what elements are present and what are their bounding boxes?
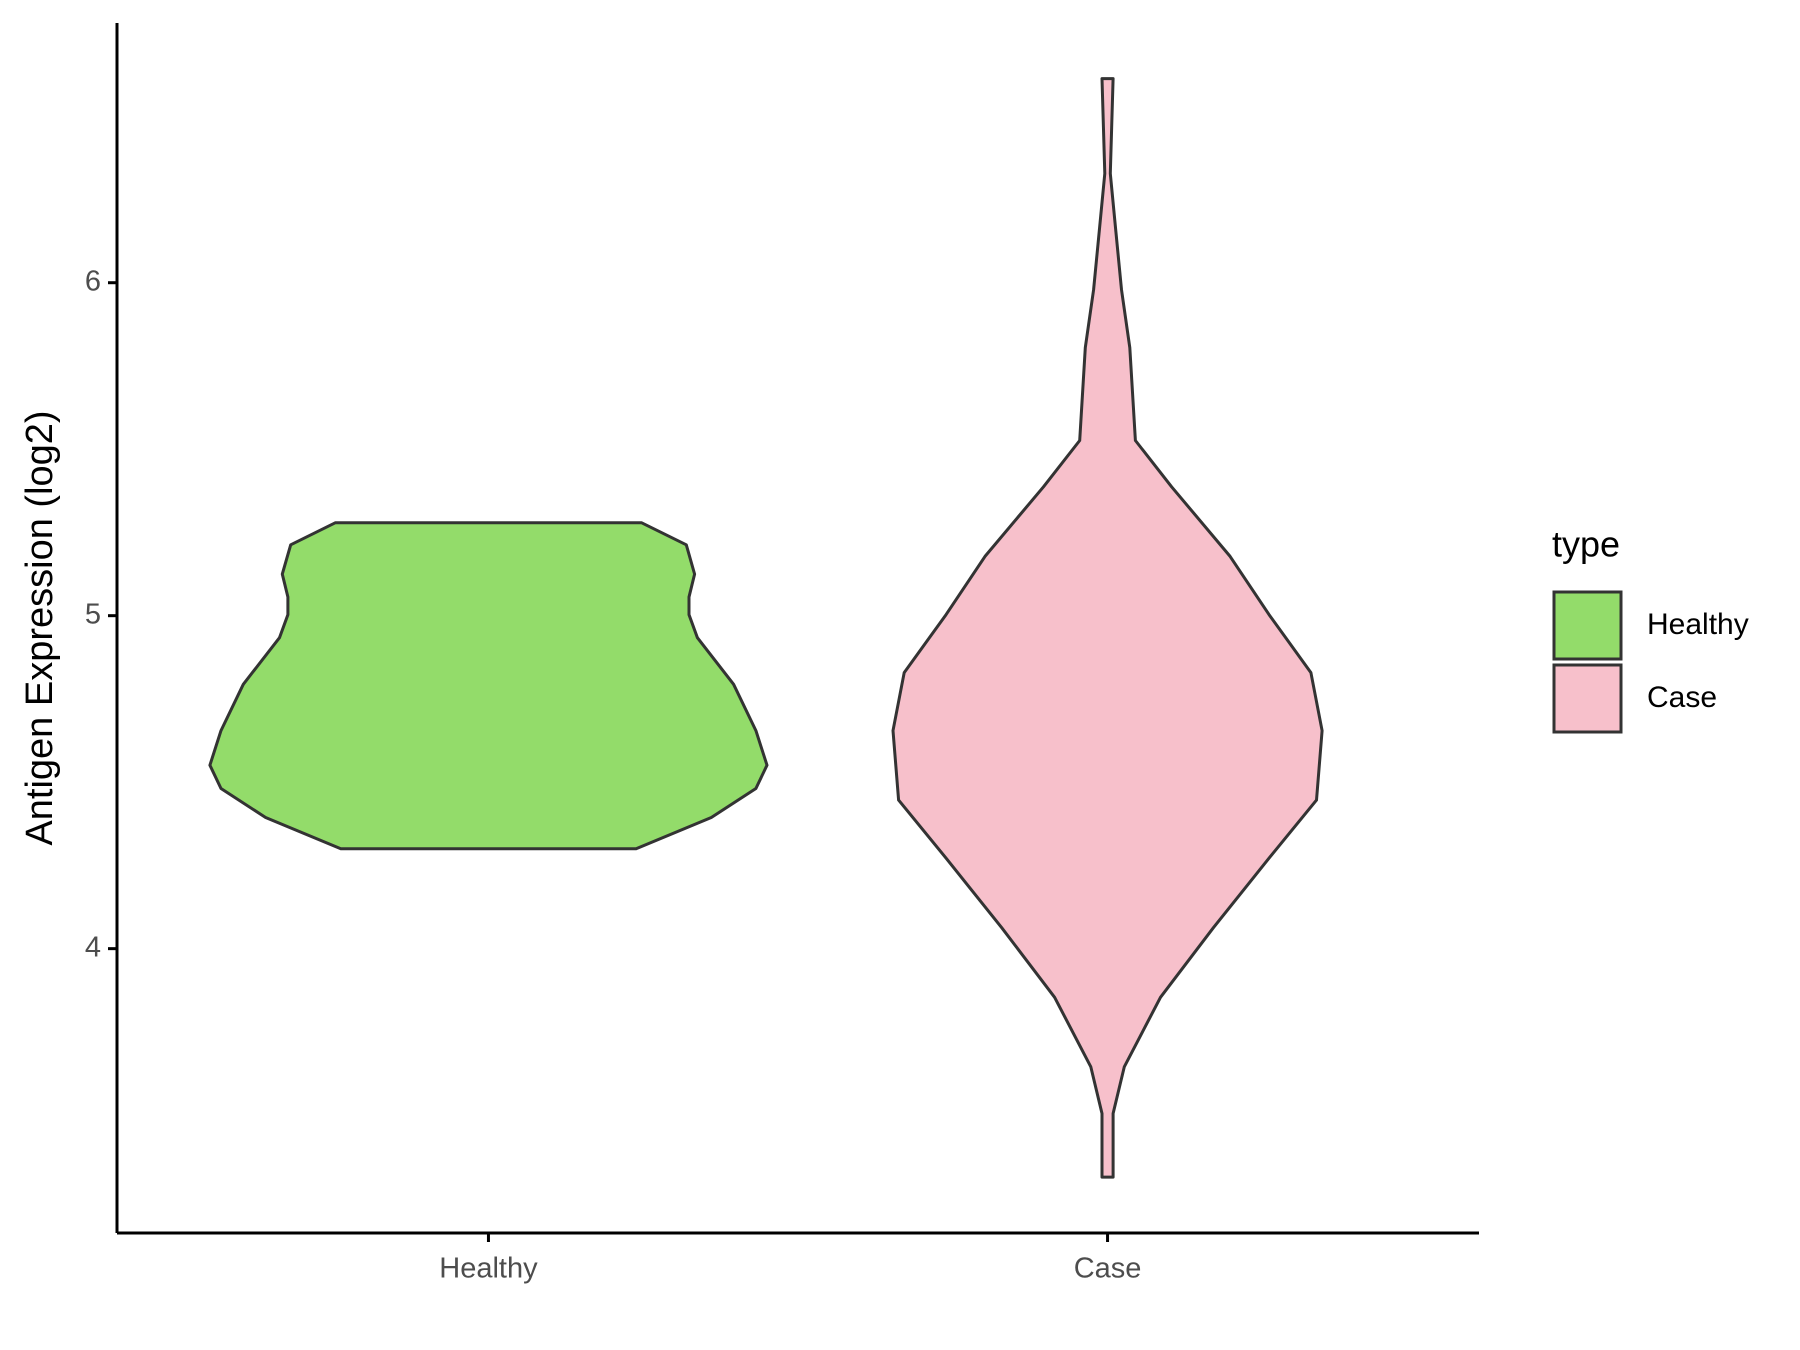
x-tick-label: Healthy (439, 1253, 538, 1285)
violin (891, 77, 1324, 1179)
y-tick-label: 5 (85, 598, 101, 630)
legend-key (1552, 590, 1623, 661)
x-tick-label: Case (1074, 1253, 1142, 1285)
legend-title: type (1552, 524, 1620, 565)
y-axis-title: Antigen Expression (log2) (19, 410, 61, 845)
violin (208, 521, 769, 851)
y-tick-label: 4 (85, 931, 101, 963)
legend-label: Healthy (1647, 608, 1749, 641)
legend-label: Case (1647, 681, 1717, 714)
legend-key (1552, 663, 1623, 734)
y-tick-label: 6 (85, 265, 101, 297)
